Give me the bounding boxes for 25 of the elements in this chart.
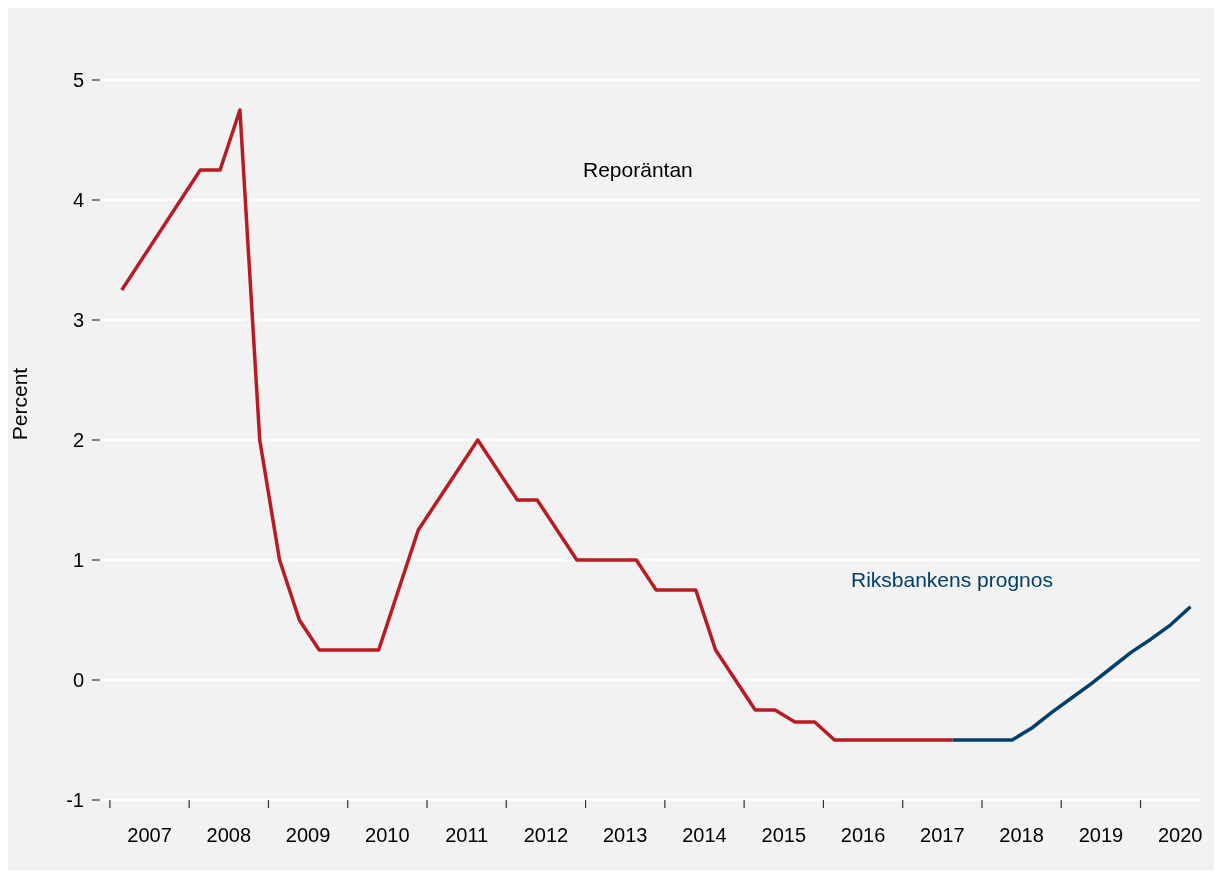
x-tick-label: 2007 (127, 824, 172, 847)
y-tick-label: 2 (72, 429, 84, 451)
x-tick-label: 2015 (761, 824, 807, 847)
x-tick-label: 2019 (1078, 824, 1124, 847)
x-tick-label: 2016 (840, 824, 886, 847)
x-tick-label: 2009 (285, 824, 331, 847)
x-tick-label: 2018 (999, 824, 1044, 847)
text: Riksbankens prognos (851, 568, 1053, 592)
x-tick-label: 2010 (365, 824, 410, 847)
y-tick-label: 5 (72, 69, 84, 91)
y-tick-label: -1 (66, 789, 84, 811)
line-series (950, 605, 1193, 742)
x-tick-label: 2011 (445, 824, 489, 847)
x-tick-label: 2017 (920, 824, 965, 847)
x-tick-label: 2008 (206, 824, 252, 847)
annotation: Reporäntan (583, 158, 693, 182)
x-tick-label: 2014 (682, 824, 727, 847)
y-tick-label: 1 (72, 549, 84, 571)
y-tick-label: 3 (72, 309, 84, 331)
x-tick-label: 2013 (602, 824, 648, 847)
y-tick-label: 0 (72, 669, 84, 691)
x-tick-label: 2012 (523, 824, 569, 847)
y-axis-title: Percent (8, 367, 32, 441)
x-tick-label: 2020 (1157, 824, 1203, 847)
y-tick-label: 4 (72, 189, 84, 211)
